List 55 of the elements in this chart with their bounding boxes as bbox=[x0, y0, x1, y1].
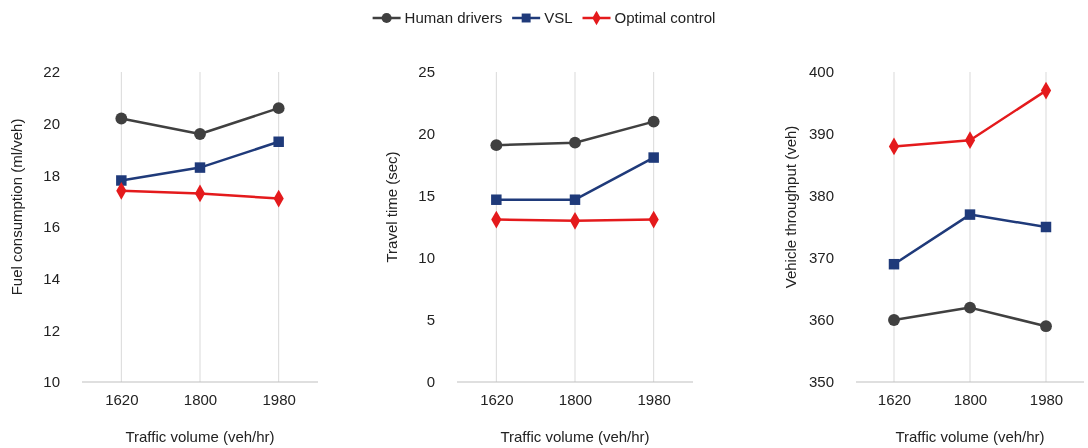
y-tick-label: 18 bbox=[43, 166, 60, 184]
point bbox=[115, 112, 128, 125]
legend-label: Human drivers bbox=[404, 9, 503, 26]
x-tick-label: 1620 bbox=[105, 390, 139, 408]
y-tick-label: 360 bbox=[808, 311, 834, 329]
x-axis-title: Traffic volume (veh/hr) bbox=[500, 428, 650, 445]
x-tick-label: 1980 bbox=[1029, 390, 1064, 408]
point bbox=[194, 128, 206, 140]
point bbox=[647, 115, 660, 128]
point bbox=[491, 194, 502, 205]
y-tick-label: 22 bbox=[43, 63, 60, 81]
point bbox=[569, 136, 581, 149]
point bbox=[116, 175, 127, 186]
y-tick-label: 25 bbox=[418, 63, 435, 81]
point bbox=[888, 314, 900, 326]
x-axis-title: Traffic volume (veh/hr) bbox=[125, 428, 275, 445]
y-tick-label: 16 bbox=[43, 218, 60, 236]
y-tick-label: 400 bbox=[808, 63, 834, 81]
y-tick-label: 10 bbox=[418, 249, 435, 267]
point bbox=[964, 301, 976, 314]
point bbox=[648, 152, 659, 163]
y-axis-title: Vehicle throughput (veh) bbox=[782, 125, 799, 289]
point bbox=[1040, 221, 1052, 233]
x-tick-label: 1800 bbox=[558, 390, 593, 408]
y-tick-label: 0 bbox=[426, 373, 435, 391]
y-tick-label: 10 bbox=[43, 373, 60, 391]
point bbox=[194, 162, 206, 173]
x-tick-label: 1620 bbox=[877, 390, 912, 408]
x-tick-label: 1980 bbox=[637, 390, 671, 408]
point bbox=[569, 194, 581, 205]
y-tick-label: 380 bbox=[808, 187, 834, 205]
point bbox=[272, 102, 285, 115]
y-tick-label: 5 bbox=[426, 311, 435, 329]
y-tick-label: 370 bbox=[808, 249, 834, 267]
y-tick-label: 20 bbox=[418, 125, 435, 143]
y-tick-label: 390 bbox=[808, 125, 834, 143]
legend-label: VSL bbox=[544, 9, 573, 26]
x-axis-title: Traffic volume (veh/hr) bbox=[895, 428, 1045, 445]
x-tick-label: 1620 bbox=[480, 390, 514, 408]
point bbox=[1040, 320, 1052, 333]
point bbox=[490, 139, 503, 152]
y-tick-label: 20 bbox=[43, 114, 60, 132]
x-tick-label: 1800 bbox=[183, 390, 218, 408]
legend-label: Optimal control bbox=[614, 9, 716, 26]
point bbox=[964, 209, 976, 220]
point bbox=[273, 136, 284, 147]
y-tick-label: 350 bbox=[808, 373, 834, 391]
y-axis-title: Travel time (sec) bbox=[383, 151, 400, 263]
y-tick-label: 12 bbox=[43, 321, 60, 339]
y-tick-label: 14 bbox=[43, 269, 60, 287]
y-tick-label: 15 bbox=[418, 187, 435, 205]
point bbox=[888, 258, 900, 270]
y-axis-title: Fuel consumption (ml/veh) bbox=[8, 118, 25, 296]
x-tick-label: 1980 bbox=[262, 390, 296, 408]
x-tick-label: 1800 bbox=[953, 390, 988, 408]
